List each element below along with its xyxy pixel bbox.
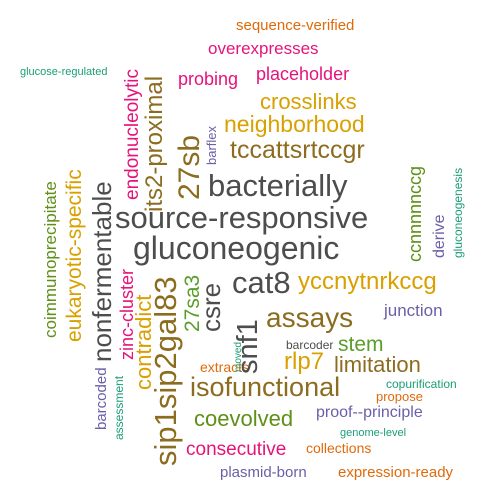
word-bacterially: bacterially (208, 168, 348, 203)
word-27sa3: 27sa3 (181, 274, 204, 332)
word-27sb: 27sb (173, 134, 206, 200)
word-crosslinks: crosslinks (260, 89, 357, 114)
word-its2-proximal: its2-proximal (141, 75, 168, 212)
word-overexpresses: overexpresses (208, 39, 319, 58)
word-limitation: limitation (334, 352, 421, 377)
word-proof-principle: proof--principle (316, 404, 423, 421)
word-consecutive: consecutive (186, 439, 287, 460)
word-extracts: extracts (200, 359, 250, 375)
word-moved: moved (233, 341, 244, 372)
word-barcoded: barcoded (93, 367, 110, 430)
word-assessment: assessment (112, 375, 126, 440)
word-barflex: barflex (204, 125, 219, 165)
word-expression-ready: expression-ready (338, 464, 454, 481)
word-eukaryotic-specific: eukaryotic-specific (63, 169, 86, 342)
word-endonucleolytic: endonucleolytic (122, 69, 143, 200)
word-ccnnnnnccg: ccnnnnnccg (405, 165, 425, 262)
word-plasmid-born: plasmid-born (220, 464, 307, 481)
word-propose: propose (376, 389, 423, 404)
word-derive: derive (431, 214, 448, 258)
word-tccattsrtccgr: tccattsrtccgr (230, 136, 365, 164)
word-assays: assays (266, 302, 354, 333)
word-sip1sip2gal83: sip1sip2gal83 (148, 276, 183, 466)
word-source-responsive: source-responsive (115, 200, 369, 235)
word-gluconeogenesis: gluconeogenesis (451, 167, 465, 258)
word-genome-level: genome-level (340, 427, 407, 439)
word-nonfermentable: nonfermentable (87, 181, 117, 362)
word-barcoder: barcoder (286, 338, 334, 352)
word-glucose-regulated: glucose-regulated (20, 66, 108, 78)
word-stem: stem (338, 333, 384, 356)
word-junction: junction (384, 301, 443, 320)
word-sequence-verified: sequence-verified (236, 17, 355, 34)
word-rlp7: rlp7 (284, 348, 325, 375)
word-collections: collections (306, 440, 372, 456)
word-placeholder: placeholder (256, 64, 350, 84)
word-isofunctional: isofunctional (190, 372, 341, 402)
word-neighborhood: neighborhood (224, 111, 365, 137)
word-coevolved: coevolved (194, 406, 294, 431)
word-yccnytnrkccg: yccnytnrkccg (298, 268, 437, 295)
word-gluconeogenic: gluconeogenic (133, 230, 340, 266)
word-copurification: copurification (386, 377, 457, 391)
word-cat8: cat8 (232, 265, 291, 300)
word-coimmunoprecipitate: coimmunoprecipitate (41, 181, 60, 338)
word-probing: probing (178, 69, 239, 89)
